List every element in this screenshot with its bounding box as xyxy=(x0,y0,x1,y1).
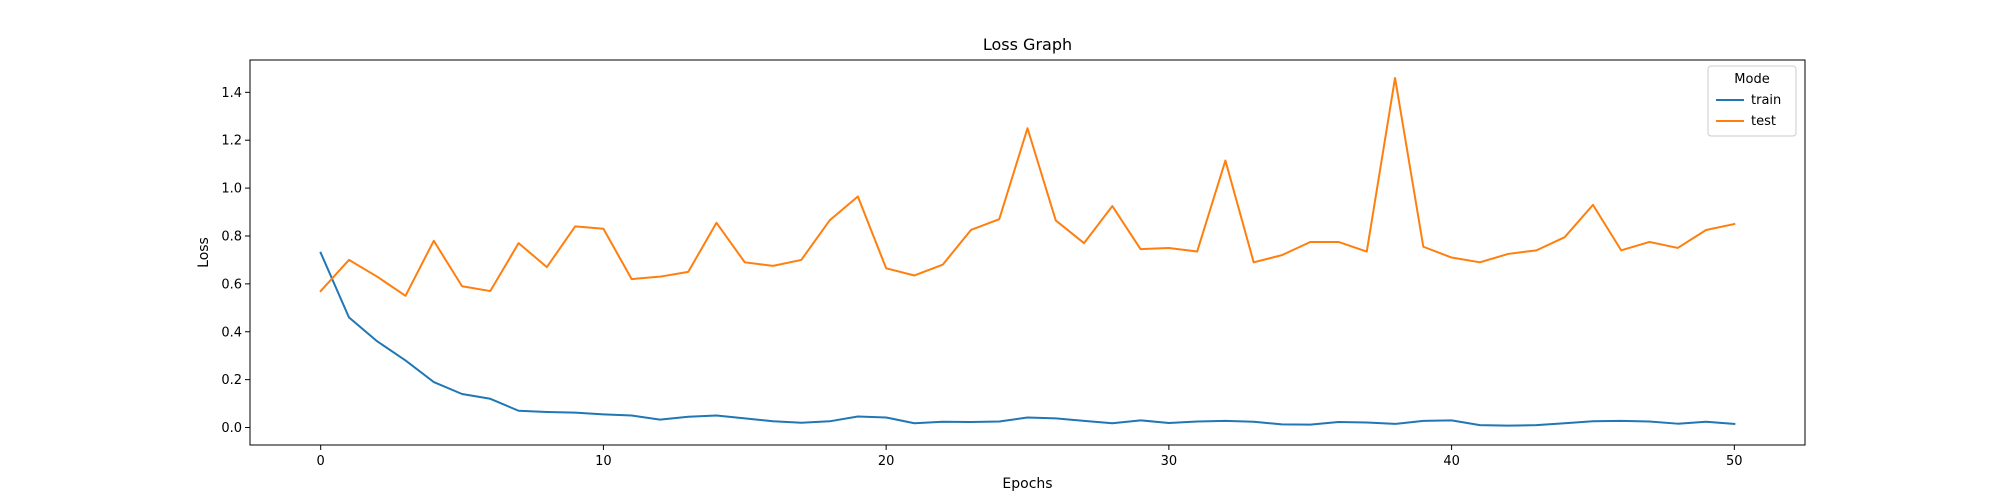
x-tick-label: 30 xyxy=(1161,454,1178,469)
y-tick-label: 0.2 xyxy=(221,373,242,388)
x-tick-label: 40 xyxy=(1443,454,1460,469)
y-axis-label: Loss xyxy=(196,237,212,268)
chart-title: Loss Graph xyxy=(983,35,1072,54)
y-tick-label: 0.0 xyxy=(221,421,242,436)
x-tick-label: 20 xyxy=(878,454,895,469)
legend-label-test: test xyxy=(1751,114,1776,129)
legend-items: train test xyxy=(1716,93,1781,129)
x-axis-label: Epochs xyxy=(1002,476,1052,492)
legend-label-train: train xyxy=(1751,93,1781,108)
axes-frame xyxy=(249,59,1806,446)
series-test xyxy=(319,76,1736,297)
legend: Mode train test xyxy=(1707,65,1797,137)
y-tick-label: 0.6 xyxy=(221,277,242,292)
y-tick-label: 1.4 xyxy=(221,86,242,101)
legend-box xyxy=(1707,65,1797,137)
legend-title: Mode xyxy=(1734,72,1769,87)
y-tick-label: 0.8 xyxy=(221,229,242,244)
x-axis: 0 10 20 30 40 50 xyxy=(317,445,1743,469)
y-tick-label: 1.0 xyxy=(221,182,242,197)
y-axis: 0.0 0.2 0.4 0.6 0.8 1.0 1.2 1.4 xyxy=(221,86,250,436)
y-tick-label: 0.4 xyxy=(221,325,242,340)
x-tick-label: 50 xyxy=(1726,454,1743,469)
x-tick-label: 0 xyxy=(317,454,325,469)
x-tick-label: 10 xyxy=(595,454,612,469)
y-tick-label: 1.2 xyxy=(221,134,242,149)
plot-area xyxy=(319,76,1736,427)
series-train xyxy=(319,251,1736,427)
